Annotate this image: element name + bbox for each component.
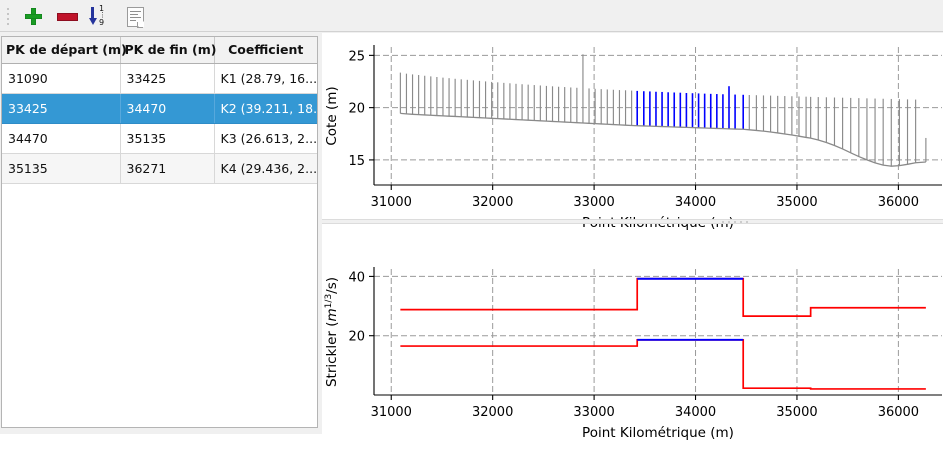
svg-text:40: 40 — [348, 270, 365, 285]
sort-button[interactable]: 1 ⋮ 9 — [84, 2, 118, 32]
cell-coefficient[interactable]: K3 (26.613, 2.... — [214, 123, 317, 154]
coefficients-table-panel: PK de départ (m) PK de fin (m) Coefficie… — [1, 36, 318, 428]
svg-text:35000: 35000 — [776, 195, 817, 210]
notes-button[interactable] — [118, 2, 152, 32]
cell-pk-end[interactable]: 36271 — [120, 153, 215, 184]
cell-pk-end[interactable]: 34470 — [120, 93, 215, 124]
sort-icon-digit-first: 1 — [99, 3, 105, 13]
splitter-grip-icon — [722, 220, 752, 223]
column-header-pk-start[interactable]: PK de départ (m) — [2, 37, 127, 64]
cell-coefficient[interactable]: K2 (39.211, 18... — [214, 93, 317, 124]
remove-row-button[interactable] — [50, 2, 84, 32]
svg-text:Strickler (m1/3/s): Strickler (m1/3/s) — [324, 277, 340, 387]
cell-pk-start[interactable]: 35135 — [2, 153, 121, 184]
svg-text:25: 25 — [348, 49, 365, 64]
svg-text:33000: 33000 — [573, 195, 614, 210]
svg-text:36000: 36000 — [878, 195, 919, 210]
svg-text:32000: 32000 — [472, 195, 513, 210]
svg-text:32000: 32000 — [472, 405, 513, 420]
cell-pk-start[interactable]: 34470 — [2, 123, 121, 154]
sort-ascending-icon: 1 ⋮ 9 — [88, 3, 112, 27]
svg-text:15: 15 — [348, 154, 365, 169]
cell-pk-end[interactable]: 33425 — [120, 63, 215, 94]
svg-text:Point Kilométrique (m): Point Kilométrique (m) — [582, 425, 734, 441]
svg-text:33000: 33000 — [573, 405, 614, 420]
svg-text:Cote (m): Cote (m) — [324, 86, 340, 145]
svg-text:20: 20 — [348, 102, 365, 117]
cell-coefficient[interactable]: K1 (28.79, 16.... — [214, 63, 317, 94]
cell-pk-end[interactable]: 35135 — [120, 123, 215, 154]
table-row[interactable]: 31090 33425 K1 (28.79, 16.... — [2, 63, 317, 94]
column-header-pk-end[interactable]: PK de fin (m) — [120, 37, 216, 64]
toolbar: 1 ⋮ 9 — [0, 0, 943, 33]
column-header-coefficient[interactable]: Coefficient — [214, 37, 317, 64]
svg-text:35000: 35000 — [776, 405, 817, 420]
table-row-selected[interactable]: 33425 34470 K2 (39.211, 18... — [2, 93, 317, 124]
toolbar-drag-handle[interactable] — [3, 6, 12, 28]
cell-pk-start[interactable]: 31090 — [2, 63, 121, 94]
coefficients-table: PK de départ (m) PK de fin (m) Coefficie… — [2, 37, 317, 184]
charts-area: 15 20 25 31000 32000 33000 34000 35000 36000 Poin… — [322, 33, 943, 467]
table-row[interactable]: 34470 35135 K3 (26.613, 2.... — [2, 123, 317, 154]
svg-text:36000: 36000 — [878, 405, 919, 420]
table-header-row: PK de départ (m) PK de fin (m) Coefficie… — [2, 37, 317, 64]
table-row[interactable]: 35135 36271 K4 (29.436, 2.... — [2, 153, 317, 184]
document-icon — [126, 6, 144, 27]
add-row-button[interactable] — [16, 2, 50, 32]
cell-pk-start[interactable]: 33425 — [2, 93, 121, 124]
strickler-chart-panel[interactable]: 20 40 31000 32000 33000 34000 35000 36000 Point … — [322, 257, 943, 467]
svg-text:34000: 34000 — [675, 195, 716, 210]
svg-text:31000: 31000 — [371, 405, 412, 420]
cell-coefficient[interactable]: K4 (29.436, 2.... — [214, 153, 317, 184]
minus-icon — [56, 12, 78, 21]
charts-splitter[interactable] — [322, 219, 943, 224]
plus-icon — [24, 8, 42, 25]
svg-text:31000: 31000 — [371, 195, 412, 210]
toolbar-divider — [0, 31, 943, 32]
svg-text:20: 20 — [348, 330, 365, 345]
sort-icon-digit-last: 9 — [99, 17, 105, 27]
strickler-chart-canvas[interactable]: 20 40 31000 32000 33000 34000 35000 36000 Point … — [322, 257, 943, 467]
svg-text:34000: 34000 — [675, 405, 716, 420]
